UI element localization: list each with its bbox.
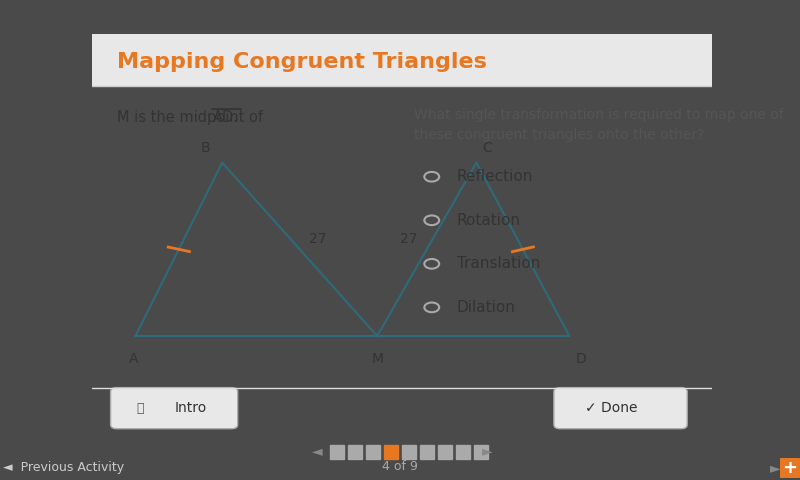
Text: these congruent triangles onto the other?: these congruent triangles onto the other… — [414, 128, 705, 143]
Text: C: C — [482, 141, 492, 155]
Text: 🔊: 🔊 — [137, 402, 144, 415]
Text: M is the midpoint of: M is the midpoint of — [117, 110, 267, 125]
FancyBboxPatch shape — [92, 34, 712, 86]
Bar — [438, 445, 452, 459]
Text: ◄: ◄ — [312, 444, 322, 458]
Text: Dilation: Dilation — [457, 300, 515, 315]
Bar — [474, 445, 488, 459]
Text: 27: 27 — [309, 232, 326, 246]
FancyBboxPatch shape — [554, 388, 687, 429]
Text: +: + — [782, 459, 798, 477]
Text: A: A — [129, 352, 138, 366]
Bar — [366, 445, 380, 459]
Bar — [330, 445, 344, 459]
Text: D: D — [576, 352, 586, 366]
FancyBboxPatch shape — [780, 458, 800, 478]
Text: ◄  Previous Activity: ◄ Previous Activity — [3, 461, 125, 475]
Text: Rotation: Rotation — [457, 213, 521, 228]
Text: Intro: Intro — [175, 401, 207, 415]
Bar — [402, 445, 416, 459]
Text: B: B — [200, 141, 210, 155]
Text: ✓ Done: ✓ Done — [586, 401, 638, 415]
Text: ►: ► — [482, 444, 492, 458]
Text: 27: 27 — [400, 232, 418, 246]
Text: Translation: Translation — [457, 256, 540, 271]
Text: ►: ► — [770, 461, 780, 475]
Bar — [348, 445, 362, 459]
Text: Reflection: Reflection — [457, 169, 533, 184]
Text: What single transformation is required to map one of: What single transformation is required t… — [414, 108, 784, 122]
Bar — [420, 445, 434, 459]
Bar — [384, 445, 398, 459]
Text: Mapping Congruent Triangles: Mapping Congruent Triangles — [117, 52, 486, 72]
Bar — [456, 445, 470, 459]
Text: AD.: AD. — [213, 110, 239, 125]
FancyBboxPatch shape — [110, 388, 238, 429]
Text: 4 of 9: 4 of 9 — [382, 460, 418, 473]
Text: M: M — [371, 352, 383, 366]
